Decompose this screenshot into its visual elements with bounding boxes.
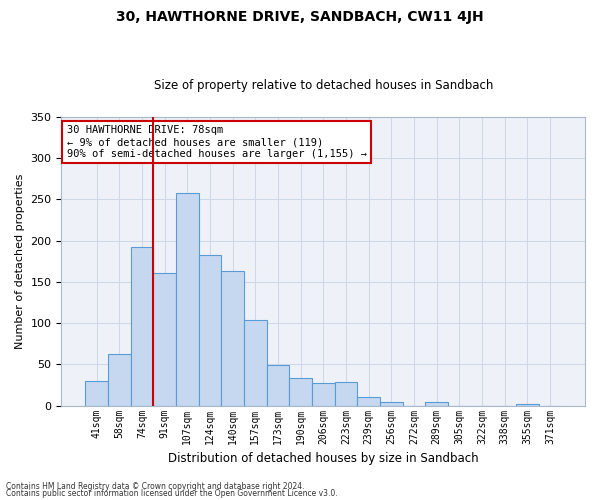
Bar bbox=[199, 254, 221, 406]
Bar bbox=[131, 247, 153, 406]
Bar bbox=[176, 192, 199, 406]
Bar bbox=[357, 398, 380, 406]
Bar bbox=[516, 404, 539, 406]
Y-axis label: Number of detached properties: Number of detached properties bbox=[15, 174, 25, 349]
Bar bbox=[85, 381, 108, 406]
Bar bbox=[380, 402, 403, 406]
Title: Size of property relative to detached houses in Sandbach: Size of property relative to detached ho… bbox=[154, 79, 493, 92]
Text: Contains public sector information licensed under the Open Government Licence v3: Contains public sector information licen… bbox=[6, 489, 338, 498]
Text: 30, HAWTHORNE DRIVE, SANDBACH, CW11 4JH: 30, HAWTHORNE DRIVE, SANDBACH, CW11 4JH bbox=[116, 10, 484, 24]
Bar bbox=[425, 402, 448, 406]
Bar bbox=[289, 378, 312, 406]
Bar bbox=[266, 365, 289, 406]
Text: Contains HM Land Registry data © Crown copyright and database right 2024.: Contains HM Land Registry data © Crown c… bbox=[6, 482, 305, 491]
Bar bbox=[221, 271, 244, 406]
Bar bbox=[312, 382, 335, 406]
Bar bbox=[244, 320, 266, 406]
Bar bbox=[153, 273, 176, 406]
Text: 30 HAWTHORNE DRIVE: 78sqm
← 9% of detached houses are smaller (119)
90% of semi-: 30 HAWTHORNE DRIVE: 78sqm ← 9% of detach… bbox=[67, 126, 367, 158]
Bar bbox=[108, 354, 131, 406]
X-axis label: Distribution of detached houses by size in Sandbach: Distribution of detached houses by size … bbox=[168, 452, 479, 465]
Bar bbox=[335, 382, 357, 406]
